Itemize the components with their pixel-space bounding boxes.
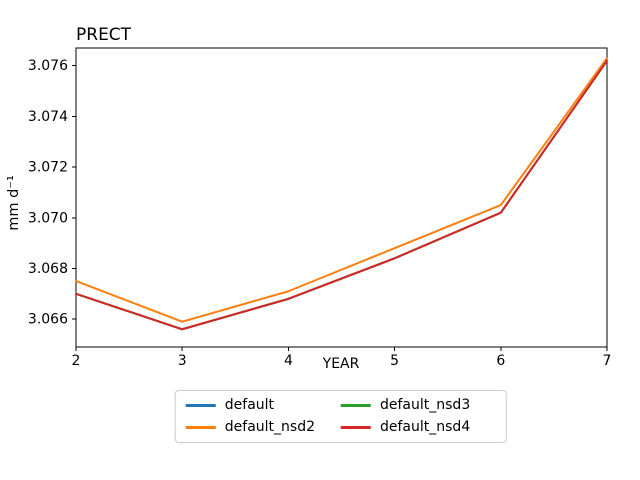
x-tick-label: 5 (390, 353, 399, 369)
y-tick-label: 3.072 (28, 160, 68, 176)
legend-line-swatch-default_nsd3 (341, 404, 371, 407)
axes-spines (75, 47, 608, 348)
x-tick-label: 3 (178, 353, 187, 369)
legend-label: default_nsd4 (380, 419, 471, 435)
y-tick-label: 3.074 (28, 109, 68, 125)
legend-column: default default_nsd2 (185, 397, 315, 436)
legend-line-swatch-default_nsd2 (185, 426, 216, 429)
legend-item-default: default (185, 397, 315, 414)
legend-item-default_nsd2: default_nsd2 (185, 419, 315, 436)
legend-item-default_nsd4: default_nsd4 (341, 419, 470, 436)
legend-item-default_nsd3: default_nsd3 (341, 397, 470, 414)
x-axis-label: YEAR (322, 356, 360, 372)
legend: default default_nsd2 default_nsd3 default_n… (174, 390, 508, 443)
legend-label: default_nsd2 (224, 419, 315, 435)
series-line-default_nsd4 (75, 59, 608, 331)
legend-label: default_nsd3 (380, 397, 471, 413)
y-tick-label: 3.076 (28, 58, 68, 74)
y-tick-label: 3.068 (28, 261, 68, 277)
x-tick-label: 7 (603, 353, 612, 369)
x-tick-label: 6 (496, 353, 505, 369)
legend-line-swatch-default (185, 404, 216, 407)
series-line-default_nsd2 (75, 57, 608, 323)
x-tick-label: 4 (284, 353, 293, 369)
series-line-default_nsd3 (75, 59, 608, 331)
legend-column: default_nsd3 default_nsd4 (341, 397, 470, 436)
series-line-default (75, 59, 608, 331)
legend-line-swatch-default_nsd4 (341, 426, 371, 429)
legend-label: default (224, 397, 275, 413)
x-tick-label: 2 (72, 353, 81, 369)
y-tick-label: 3.066 (28, 312, 68, 328)
y-tick-label: 3.070 (28, 210, 68, 226)
chart-title: PRECT (76, 25, 132, 45)
